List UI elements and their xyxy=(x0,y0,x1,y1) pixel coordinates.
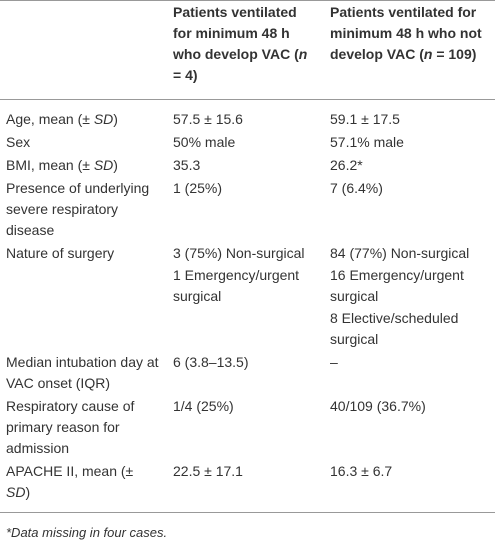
cell-text: 16.3 ± 6.7 xyxy=(330,463,393,479)
row-label: Sex xyxy=(0,131,167,154)
cell: 84 (77%) Non-surgical 16 Emergency/urgent… xyxy=(324,242,495,351)
cell: 57.5 ± 15.6 xyxy=(167,100,324,132)
cell: 16.3 ± 6.7 xyxy=(324,460,495,513)
table-row: Nature of surgery 3 (75%) Non-surgical 1 E… xyxy=(0,242,495,351)
row-label: BMI, mean (± SD) xyxy=(0,154,167,177)
cell-text: 40/109 (36.7%) xyxy=(330,398,426,414)
cell: 1 (25%) xyxy=(167,177,324,242)
row-label: Respiratory cause of primary reason for … xyxy=(0,395,167,460)
text: APACHE II, mean (± xyxy=(6,463,134,479)
cell: 6 (3.8–13.5) xyxy=(167,351,324,395)
cell-text: 6 (3.8–13.5) xyxy=(173,354,249,370)
text: Respiratory cause of primary reason for … xyxy=(6,398,135,456)
header-cell: Patients ventilated for minimum 48 h who… xyxy=(324,0,495,100)
cell-text: 57.5 ± 15.6 xyxy=(173,111,243,127)
cell-text: 7 (6.4%) xyxy=(330,180,383,196)
cell-text: 35.3 xyxy=(173,157,201,173)
cell-text: 59.1 ± 17.5 xyxy=(330,111,400,127)
cell: 50% male xyxy=(167,131,324,154)
cell-text: – xyxy=(330,354,338,370)
cell: 35.3 xyxy=(167,154,324,177)
row-label: Age, mean (± SD) xyxy=(0,100,167,132)
cell-text: 84 (77%) Non-surgical xyxy=(330,245,470,261)
table-row: Sex 50% male 57.1% male xyxy=(0,131,495,154)
header-row: Patients ventilated for minimum 48 h who… xyxy=(0,0,495,100)
footnote: *Data missing in four cases. xyxy=(6,525,168,540)
text: Patients ventilated for minimum 48 h who… xyxy=(330,4,482,62)
text: Age, mean (± xyxy=(6,111,94,127)
table-row: BMI, mean (± SD) 35.3 26.2* xyxy=(0,154,495,177)
italic-text: SD xyxy=(93,157,114,173)
text: = 109) xyxy=(432,46,477,62)
cell-text: 50% male xyxy=(173,134,236,150)
cell-text: 22.5 ± 17.1 xyxy=(173,463,243,479)
table-row: Presence of underlying severe respirator… xyxy=(0,177,495,242)
row-label: Presence of underlying severe respirator… xyxy=(0,177,167,242)
data-table: Patients ventilated for minimum 48 h who… xyxy=(0,0,495,513)
cell-text: 57.1% male xyxy=(330,134,404,150)
cell-text: 8 Elective/scheduled surgical xyxy=(330,310,459,347)
italic-text: SD xyxy=(6,484,26,500)
text: Nature of surgery xyxy=(6,245,115,261)
table-row: Respiratory cause of primary reason for … xyxy=(0,395,495,460)
table-row: APACHE II, mean (± SD) 22.5 ± 17.1 16.3 ± … xyxy=(0,460,495,513)
cell: 57.1% male xyxy=(324,131,495,154)
cell: – xyxy=(324,351,495,395)
row-label: Nature of surgery xyxy=(0,242,167,351)
cell-text: 1/4 (25%) xyxy=(173,398,234,414)
cell: 3 (75%) Non-surgical 1 Emergency/urgent s… xyxy=(167,242,324,351)
text: Sex xyxy=(6,134,31,150)
italic-text: n xyxy=(298,46,308,62)
row-label: APACHE II, mean (± SD) xyxy=(0,460,167,513)
cell-text: 1 Emergency/urgent surgical xyxy=(173,267,300,304)
cell: 1/4 (25%) xyxy=(167,395,324,460)
header-cell: Patients ventilated for minimum 48 h who… xyxy=(167,0,324,100)
text: = 4) xyxy=(173,67,198,83)
header-cell xyxy=(0,0,167,100)
text: ) xyxy=(113,157,118,173)
table-body: Age, mean (± SD) 57.5 ± 15.6 59.1 ± 17.5 Se… xyxy=(0,100,495,513)
cell: 22.5 ± 17.1 xyxy=(167,460,324,513)
cell-text: 26.2* xyxy=(330,157,363,173)
table-row: Median intubation day at VAC onset (IQR)… xyxy=(0,351,495,395)
text: Median intubation day at VAC onset (IQR) xyxy=(6,354,159,391)
text: Patients ventilated for minimum 48 h who… xyxy=(173,4,299,62)
italic-text: SD xyxy=(93,111,114,127)
text: BMI, mean (± xyxy=(6,157,94,173)
cell-text: 1 (25%) xyxy=(173,180,223,196)
row-label: Median intubation day at VAC onset (IQR) xyxy=(0,351,167,395)
text: ) xyxy=(25,484,31,500)
cell-text: 3 (75%) Non-surgical xyxy=(173,245,305,261)
text: ) xyxy=(113,111,118,127)
cell: 7 (6.4%) xyxy=(324,177,495,242)
cell: 59.1 ± 17.5 xyxy=(324,100,495,132)
cell: 40/109 (36.7%) xyxy=(324,395,495,460)
cell: 26.2* xyxy=(324,154,495,177)
table-row: Age, mean (± SD) 57.5 ± 15.6 59.1 ± 17.5 xyxy=(0,100,495,132)
cell-text: 16 Emergency/urgent surgical xyxy=(330,267,464,304)
text: Presence of underlying severe respirator… xyxy=(6,180,150,238)
italic-text: n xyxy=(423,46,433,62)
